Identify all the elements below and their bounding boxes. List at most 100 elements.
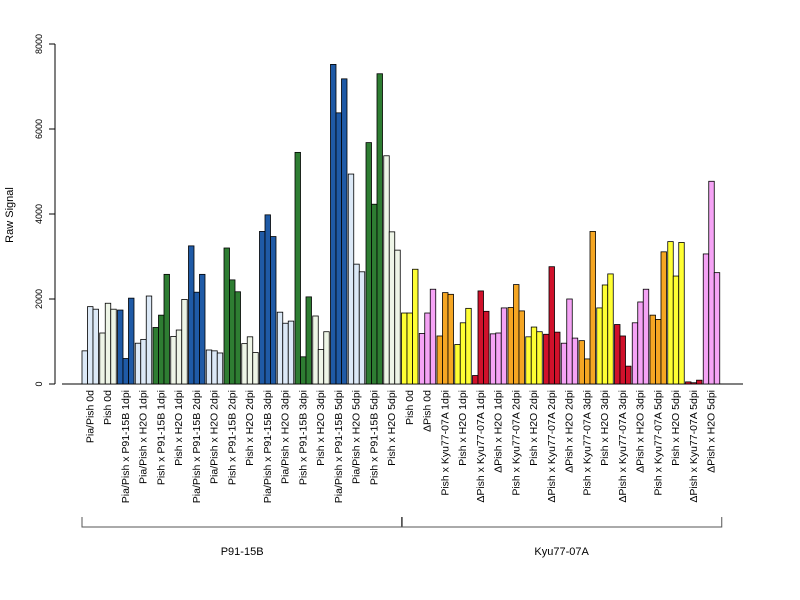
bar bbox=[388, 231, 396, 385]
bar bbox=[341, 78, 348, 385]
bar bbox=[252, 352, 259, 385]
bar bbox=[424, 312, 431, 385]
bar bbox=[418, 333, 426, 385]
x-tick-label: Pia/Pish 0d bbox=[84, 390, 96, 443]
bar bbox=[323, 331, 330, 385]
x-tick-label: ΔPish x Kyu77-07A 1dpi bbox=[475, 390, 487, 503]
group-bracket bbox=[81, 517, 403, 528]
bar bbox=[513, 284, 520, 385]
y-axis: 0 2000 4000 6000 8000 bbox=[34, 34, 56, 387]
group-bracket bbox=[401, 517, 723, 528]
x-tick-label: Pish 0d bbox=[102, 390, 114, 425]
bar bbox=[347, 173, 355, 385]
bar bbox=[223, 247, 230, 385]
bar bbox=[259, 231, 266, 385]
bar bbox=[312, 315, 319, 385]
bar bbox=[110, 308, 117, 385]
y-tick-label: 6000 bbox=[34, 119, 44, 139]
bar bbox=[554, 331, 561, 385]
x-tick-label: Pia/Pish x P91-15B 3dpi bbox=[262, 390, 274, 503]
x-tick-label: Pish x H2O 5dpi bbox=[386, 390, 398, 466]
bar bbox=[672, 275, 680, 385]
bar bbox=[465, 307, 472, 385]
group-brackets: P91-15B Kyu77-07A bbox=[81, 517, 723, 558]
bar bbox=[87, 306, 94, 385]
x-tick-label: ΔPish 0d bbox=[422, 390, 434, 432]
bar bbox=[140, 338, 147, 385]
bar bbox=[702, 253, 710, 385]
x-tick-label: Pish 0d bbox=[404, 390, 416, 425]
x-tick-label: Pish x P91-15B 2dpi bbox=[226, 390, 238, 485]
bar bbox=[234, 291, 241, 385]
bar bbox=[99, 332, 106, 385]
bar bbox=[134, 342, 142, 385]
bar bbox=[589, 231, 596, 385]
bar bbox=[188, 245, 195, 385]
bar bbox=[270, 236, 277, 385]
bar bbox=[317, 349, 325, 385]
bar bbox=[264, 214, 271, 385]
bar bbox=[365, 142, 372, 385]
bar bbox=[619, 335, 626, 385]
bar bbox=[158, 314, 165, 385]
bar bbox=[477, 290, 484, 385]
bar bbox=[571, 337, 579, 385]
bar bbox=[518, 310, 525, 385]
bar bbox=[181, 299, 188, 385]
y-axis-label: Raw Signal bbox=[4, 187, 16, 243]
bar bbox=[489, 333, 497, 385]
x-tick-label: Pish x P91-15B 5dpi bbox=[368, 390, 380, 485]
x-tick-label: ΔPish x H2O 2dpi bbox=[564, 390, 576, 473]
bar bbox=[536, 331, 543, 385]
bar bbox=[152, 327, 159, 385]
x-tick-label: ΔPish x H2O 5dpi bbox=[706, 390, 718, 473]
bar bbox=[353, 263, 360, 385]
bar bbox=[660, 251, 667, 385]
bar bbox=[81, 350, 88, 385]
bar bbox=[241, 343, 248, 385]
group-label: P91-15B bbox=[221, 546, 264, 558]
bar bbox=[371, 203, 378, 385]
bar bbox=[625, 365, 632, 385]
y-tick-label: 0 bbox=[34, 381, 44, 386]
bar bbox=[305, 296, 312, 385]
x-tick-label: Pish x Kyu77-07A 5dpi bbox=[652, 390, 664, 496]
x-tick-labels: Pia/Pish 0d Pish 0d Pia/Pish x P91-15B 1dp… bbox=[84, 390, 717, 503]
x-tick-label: Pish x Kyu77-07A 1dpi bbox=[439, 390, 451, 496]
y-tick-label: 4000 bbox=[34, 204, 44, 224]
bar bbox=[246, 336, 254, 385]
bar bbox=[401, 312, 408, 385]
bar bbox=[530, 326, 538, 385]
bar bbox=[578, 340, 585, 385]
bar bbox=[436, 335, 443, 385]
bar bbox=[412, 268, 419, 385]
bar bbox=[294, 151, 301, 385]
x-tick-label: Pia/Pish x P91-15B 1dpi bbox=[120, 390, 132, 503]
x-tick-label: Pish x H2O 1dpi bbox=[457, 390, 469, 466]
bar bbox=[690, 382, 697, 385]
bar bbox=[229, 279, 236, 385]
x-tick-label: ΔPish x H2O 3dpi bbox=[635, 390, 647, 473]
bar bbox=[276, 311, 284, 385]
bar bbox=[199, 273, 206, 385]
bar bbox=[429, 288, 437, 385]
x-tick-label: Pish x H2O 5dpi bbox=[670, 390, 682, 466]
bar bbox=[170, 335, 177, 385]
bar bbox=[560, 342, 568, 385]
bar bbox=[406, 312, 413, 385]
x-tick-label: ΔPish x Kyu77-07A 3dpi bbox=[617, 390, 629, 503]
x-tick-label: Pish x P91-15B 3dpi bbox=[297, 390, 309, 485]
y-tick-label: 2000 bbox=[34, 289, 44, 309]
bar bbox=[566, 298, 573, 385]
x-tick-label: Pia/Pish x H2O 5dpi bbox=[351, 390, 363, 484]
bar bbox=[394, 249, 401, 385]
bar bbox=[584, 358, 591, 385]
bar bbox=[300, 356, 307, 385]
bar bbox=[459, 322, 467, 385]
bar bbox=[667, 241, 674, 385]
bar bbox=[525, 336, 532, 385]
bar bbox=[543, 333, 550, 385]
x-tick-label: Pish x H2O 3dpi bbox=[315, 390, 327, 466]
bar bbox=[330, 64, 337, 385]
